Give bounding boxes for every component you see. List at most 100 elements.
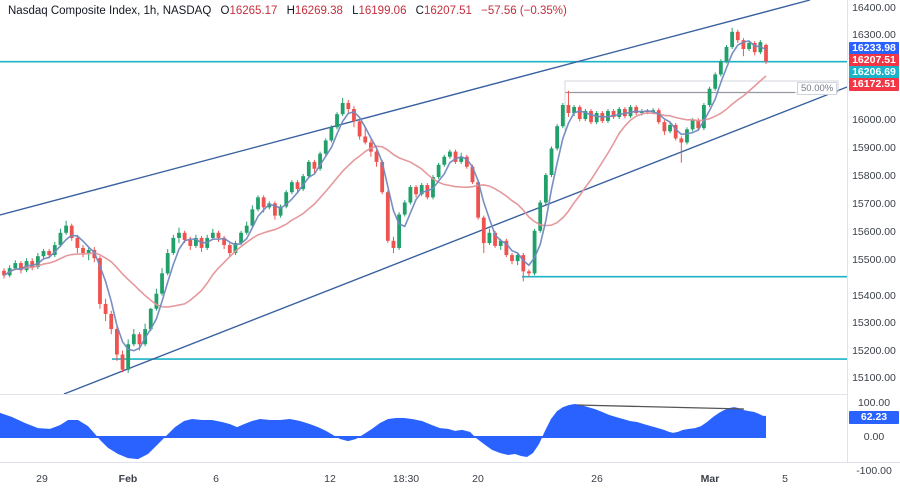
candle: [103, 303, 108, 314]
time-axis-label: 18:30: [392, 473, 420, 485]
candle: [487, 232, 492, 244]
candle: [481, 217, 486, 244]
candle: [295, 182, 300, 190]
candle: [464, 156, 469, 167]
candle: [730, 31, 735, 48]
candle: [402, 202, 407, 215]
high-value: 16269.38: [294, 5, 343, 17]
candle: [442, 156, 447, 165]
candle: [532, 230, 537, 274]
candle: [222, 237, 227, 246]
candle: [75, 237, 80, 248]
candle: [340, 103, 345, 115]
candle: [81, 247, 85, 254]
candle: [160, 273, 164, 294]
candle: [385, 192, 390, 241]
candle: [109, 313, 114, 330]
fast-ma-line: [3, 40, 767, 352]
oscillator-tick-label: 100.00: [857, 397, 891, 409]
candle: [154, 293, 159, 309]
candle: [690, 120, 695, 130]
candle: [250, 209, 255, 226]
candle: [98, 258, 102, 304]
candle: [560, 105, 565, 127]
price-badge: 16207.51: [849, 54, 899, 67]
candle: [35, 256, 40, 268]
time-axis-label: 20: [472, 473, 484, 485]
candle: [256, 197, 260, 210]
candle: [13, 263, 18, 269]
oscillator-tick-label: 0.00: [863, 431, 885, 443]
candle: [589, 111, 593, 123]
candle: [120, 354, 125, 370]
candle: [419, 185, 424, 195]
candle: [289, 182, 294, 193]
oscillator-value-badge: 62.23: [849, 411, 899, 424]
candle: [696, 120, 701, 129]
price-badge: 16206.69: [849, 66, 899, 79]
price-tick-label: 15600.00: [852, 226, 896, 238]
price-tick-label: 15700.00: [852, 198, 896, 210]
candle: [577, 107, 582, 120]
candle: [634, 107, 639, 114]
open-value: 16265.17: [229, 5, 278, 17]
candle: [470, 166, 475, 183]
candle: [543, 175, 548, 203]
candle: [363, 136, 368, 143]
pane-separator[interactable]: [0, 394, 848, 395]
candle: [718, 61, 723, 75]
candle: [747, 43, 751, 50]
time-axis-label: Mar: [700, 473, 720, 485]
high-prefix: H: [286, 5, 295, 17]
candle: [64, 225, 68, 233]
candle: [216, 232, 221, 238]
candle: [244, 225, 249, 233]
price-tick-label: 15200.00: [852, 345, 896, 357]
candle: [306, 161, 311, 177]
candle: [702, 105, 706, 129]
candle: [741, 40, 746, 50]
slow-ma-line: [3, 75, 767, 308]
price-tick-label: 16300.00: [852, 29, 896, 41]
channel-trendline[interactable]: [63, 86, 848, 395]
candle: [594, 113, 599, 123]
low-prefix: L: [352, 5, 359, 17]
candle: [69, 225, 74, 238]
low-value: 16199.06: [358, 5, 407, 17]
candle: [323, 140, 328, 154]
symbol-title[interactable]: Nasdaq Composite Index, 1h, NASDAQ: [8, 5, 212, 17]
candle: [673, 125, 678, 139]
symbol-status-line[interactable]: Nasdaq Composite Index, 1h, NASDAQ O1626…: [8, 5, 567, 17]
close-prefix: C: [415, 5, 424, 17]
time-axis-label: 26: [591, 473, 603, 485]
candle: [707, 88, 712, 106]
candle: [352, 109, 356, 122]
candle: [114, 329, 119, 355]
candle: [617, 109, 622, 118]
fib-50-percent-label[interactable]: 50.00%: [797, 81, 838, 95]
candle: [735, 31, 740, 41]
candle: [19, 263, 23, 271]
oscillator-divergence-line[interactable]: [576, 404, 745, 410]
candle: [611, 111, 616, 118]
candle: [368, 142, 373, 152]
channel-trendline[interactable]: [0, 0, 811, 216]
candle: [171, 237, 176, 254]
candle: [493, 232, 497, 246]
candle: [278, 206, 283, 216]
time-axis-label: 12: [324, 473, 336, 485]
candle: [47, 251, 52, 256]
time-axis-label: 5: [782, 473, 788, 485]
candle: [724, 47, 729, 62]
candle: [713, 74, 718, 89]
candle: [177, 232, 181, 238]
candle: [52, 245, 57, 256]
candle: [58, 232, 63, 246]
candle: [182, 232, 187, 240]
candle: [329, 127, 334, 141]
candle: [346, 103, 351, 110]
candle: [498, 240, 503, 246]
candle: [515, 255, 520, 262]
open-prefix: O: [220, 5, 230, 17]
